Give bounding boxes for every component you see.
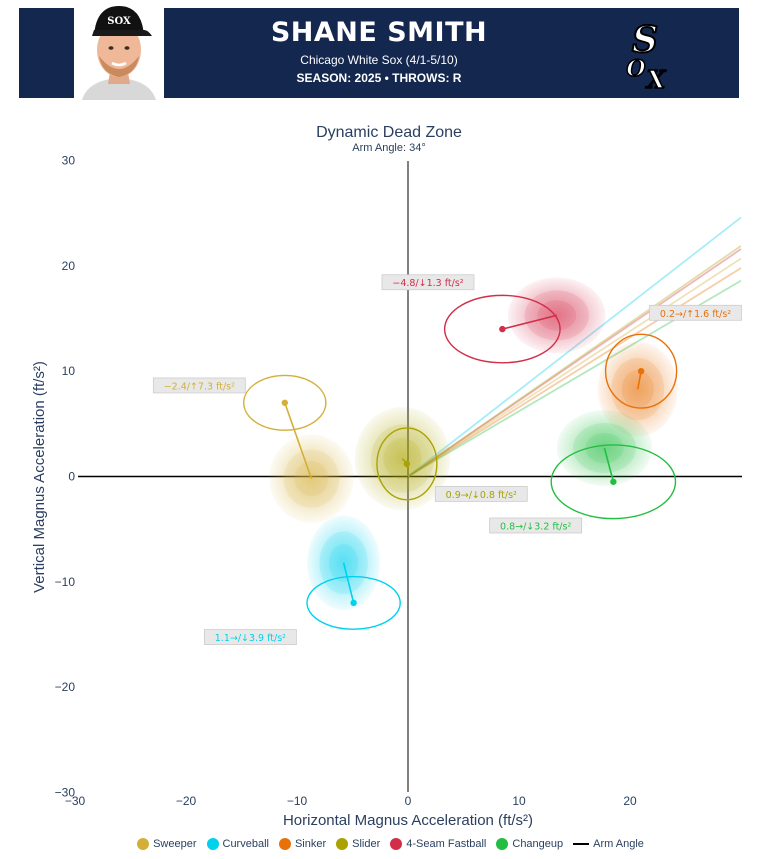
arm-angle-line xyxy=(407,257,742,478)
movement-connector xyxy=(502,314,557,330)
delta-label-box xyxy=(152,377,246,394)
x-tick-label: 10 xyxy=(512,794,526,808)
legend-line-swatch xyxy=(573,843,590,845)
legend-item[interactable]: 4-Seam Fastball xyxy=(390,838,486,850)
legend-swatch xyxy=(278,838,291,850)
y-tick-label: 20 xyxy=(62,259,76,273)
legend-swatch xyxy=(390,838,403,850)
x-tick-label: −30 xyxy=(65,794,86,808)
legend-label: Arm Angle xyxy=(593,838,644,850)
actual-ellipse-curveball xyxy=(306,575,401,630)
legend-item[interactable]: Sweeper xyxy=(137,838,197,850)
actual-ellipse-sweeper xyxy=(243,374,327,431)
actual-ellipse-sinker xyxy=(604,333,678,409)
delta-label-box xyxy=(381,274,475,291)
actual-point xyxy=(610,478,617,485)
movement-connector xyxy=(342,562,355,604)
legend-label: Sweeper xyxy=(153,838,197,850)
y-tick-label: −20 xyxy=(55,680,76,694)
movement-connector xyxy=(603,447,615,482)
y-tick-label: 10 xyxy=(62,364,76,378)
delta-label: 0.9→/↓0.8 ft/s² xyxy=(446,490,517,501)
chart-title: Dynamic Dead Zone xyxy=(316,124,462,141)
legend-label: Curveball xyxy=(222,838,269,850)
legend-item[interactable]: Slider xyxy=(336,838,380,850)
team-date-range: Chicago White Sox (4/1-5/10) xyxy=(300,53,458,67)
actual-point xyxy=(350,599,357,607)
legend-item[interactable]: Changeup xyxy=(496,838,563,850)
y-tick-label: −30 xyxy=(55,785,76,799)
legend-swatch xyxy=(496,838,509,850)
delta-label-box xyxy=(649,304,742,321)
y-tick-label: −10 xyxy=(55,575,76,589)
expected-zone-ring xyxy=(585,432,624,464)
x-tick-label: −20 xyxy=(176,794,197,808)
legend-item[interactable]: Sinker xyxy=(278,838,327,850)
y-tick-label: 0 xyxy=(68,470,75,484)
delta-label: 1.1→/↓3.9 ft/s² xyxy=(215,633,286,644)
actual-point xyxy=(403,460,411,468)
delta-label: −4.8/↓1.3 ft/s² xyxy=(392,278,463,289)
actual-ellipse-4-seam-fastball xyxy=(443,294,561,364)
chart-subtitle: Arm Angle: 34° xyxy=(352,142,426,154)
x-tick-label: −10 xyxy=(287,794,308,808)
movement-connector xyxy=(284,402,313,479)
legend-label: Changeup xyxy=(512,838,564,850)
y-axis-label: Vertical Magnus Acceleration (ft/s²) xyxy=(31,361,48,593)
legend-label: Slider xyxy=(352,838,381,850)
y-tick-label: 30 xyxy=(62,154,76,168)
delta-label-box xyxy=(489,517,583,534)
svg-text:X: X xyxy=(645,65,667,92)
delta-label: 0.8→/↓3.2 ft/s² xyxy=(500,521,571,532)
legend-item[interactable]: Curveball xyxy=(206,838,269,850)
legend-swatch xyxy=(206,838,219,850)
actual-point xyxy=(499,325,506,333)
legend-swatch xyxy=(336,838,349,850)
arm-angle-line xyxy=(407,245,742,478)
legend-label: Sinker xyxy=(294,838,327,850)
delta-label: −2.4/↑7.3 ft/s² xyxy=(164,381,235,392)
legend-item-arm-angle[interactable]: Arm Angle xyxy=(573,838,644,850)
player-header: SOX SHANE SMITH Chicago White Sox (4/1-5… xyxy=(19,6,739,100)
white-sox-logo-icon: S O X xyxy=(626,18,668,92)
chart-legend: Sweeper Curveball Sinker Slider 4-Seam Fastb… xyxy=(0,838,781,850)
player-name: SHANE SMITH xyxy=(270,17,488,48)
expected-zone-ring xyxy=(572,423,636,474)
delta-label: 0.2→/↑1.6 ft/s² xyxy=(660,309,731,320)
dead-zone-chart: Dynamic Dead Zone Arm Angle: 34° −30 −20 −… xyxy=(31,124,742,829)
x-axis-label: Horizontal Magnus Acceleration (ft/s²) xyxy=(283,812,533,829)
actual-ellipse-changeup xyxy=(550,444,677,520)
x-tick-label: 0 xyxy=(405,794,412,808)
delta-label-box xyxy=(434,486,528,502)
legend-label: 4-Seam Fastball xyxy=(406,838,487,850)
actual-ellipse-slider xyxy=(376,427,438,501)
player-headshot-icon: SOX xyxy=(74,6,164,100)
expected-zone-ring xyxy=(283,449,340,508)
svg-text:O: O xyxy=(626,56,645,82)
delta-label-box xyxy=(203,629,297,646)
svg-text:S: S xyxy=(632,19,658,61)
actual-point xyxy=(637,368,645,375)
arm-angle-line xyxy=(407,248,742,478)
x-tick-label: 20 xyxy=(623,794,637,808)
season-throws: SEASON: 2025 • THROWS: R xyxy=(296,71,462,85)
actual-point xyxy=(281,399,288,406)
legend-swatch xyxy=(137,838,150,850)
arm-angle-line xyxy=(407,267,742,478)
svg-text:SOX: SOX xyxy=(107,16,131,27)
